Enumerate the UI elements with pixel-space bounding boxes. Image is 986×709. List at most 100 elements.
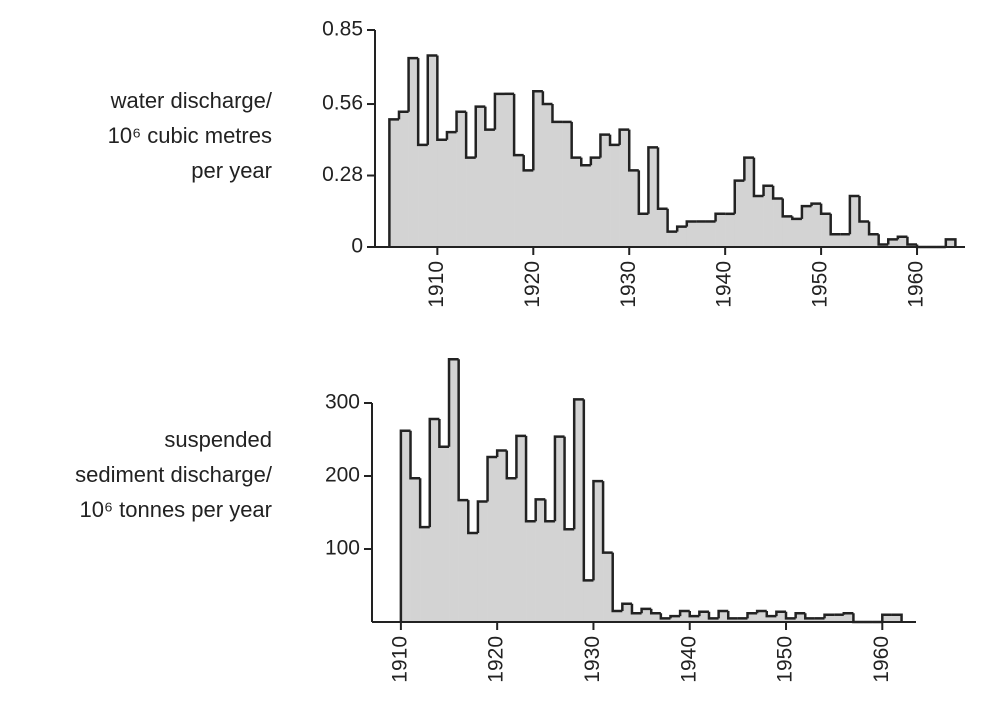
y-tick-label: 0.85 bbox=[322, 18, 363, 41]
y-tick-label: 100 bbox=[325, 537, 360, 560]
bar-outline bbox=[436, 55, 447, 142]
bar-outline bbox=[678, 609, 690, 617]
bar bbox=[466, 157, 477, 247]
bar bbox=[945, 239, 956, 247]
bar bbox=[622, 603, 633, 622]
bar bbox=[670, 616, 681, 622]
bar bbox=[497, 450, 508, 622]
bar-outline bbox=[647, 146, 659, 214]
bar bbox=[667, 231, 678, 247]
bar bbox=[660, 618, 671, 622]
bar bbox=[747, 613, 758, 622]
y-tick-label: 0.28 bbox=[322, 163, 363, 186]
bar-outline bbox=[685, 220, 697, 227]
x-tick-label: 1940 bbox=[677, 636, 700, 683]
bar-outline bbox=[407, 56, 419, 112]
y-axis-label: suspended bbox=[164, 427, 272, 452]
bar bbox=[603, 552, 614, 622]
bar bbox=[849, 195, 860, 247]
y-tick-label: 300 bbox=[325, 391, 360, 414]
bar bbox=[612, 611, 623, 622]
bar bbox=[677, 226, 688, 247]
x-tick-label: 1930 bbox=[581, 636, 604, 683]
bar bbox=[734, 180, 745, 247]
bar bbox=[638, 213, 649, 247]
bar bbox=[814, 618, 825, 622]
bar bbox=[458, 500, 469, 622]
bar-outline bbox=[640, 607, 652, 614]
bar-outline bbox=[524, 435, 536, 523]
bar-outline bbox=[656, 147, 668, 210]
bar bbox=[859, 221, 870, 247]
x-tick-label: 1920 bbox=[521, 261, 544, 308]
bar-outline bbox=[794, 611, 806, 619]
bar bbox=[446, 132, 457, 247]
bar bbox=[878, 244, 889, 247]
x-tick-label: 1910 bbox=[425, 261, 448, 308]
bar-outline bbox=[877, 234, 889, 246]
bar bbox=[766, 616, 777, 622]
bar bbox=[418, 144, 429, 247]
bar-outline bbox=[476, 500, 488, 533]
y-tick-label: 0 bbox=[351, 235, 363, 258]
bar bbox=[562, 121, 572, 247]
bar bbox=[408, 58, 419, 247]
x-tick-label: 1950 bbox=[774, 636, 797, 683]
bar bbox=[487, 457, 498, 622]
bar bbox=[757, 611, 768, 622]
bar-outline bbox=[534, 498, 546, 522]
bar bbox=[705, 221, 716, 247]
bar-outline bbox=[842, 611, 854, 615]
x-tick-label: 1930 bbox=[617, 261, 640, 308]
bar bbox=[753, 195, 764, 247]
bar bbox=[773, 198, 784, 247]
histogram bbox=[388, 54, 957, 249]
bar bbox=[475, 106, 486, 248]
bar-outline bbox=[726, 611, 738, 620]
bar-outline bbox=[493, 92, 505, 130]
bar-outline bbox=[784, 611, 796, 620]
bar-outline bbox=[467, 500, 478, 535]
bar bbox=[728, 618, 739, 622]
histogram bbox=[399, 357, 903, 624]
bar-outline bbox=[733, 179, 745, 214]
y-axis-label: per year bbox=[191, 158, 272, 183]
bar-outline bbox=[848, 194, 860, 235]
x-tick-label: 1940 bbox=[713, 261, 736, 308]
bar-outline bbox=[906, 236, 918, 246]
bar bbox=[535, 499, 546, 622]
bar bbox=[574, 399, 585, 622]
bar-outline bbox=[649, 608, 661, 615]
y-axis-label: water discharge/ bbox=[110, 88, 273, 113]
bar-outline bbox=[599, 133, 611, 158]
bar-outline bbox=[388, 118, 399, 247]
bar bbox=[824, 614, 835, 622]
bar bbox=[504, 93, 515, 247]
bar-outline bbox=[743, 156, 754, 181]
bar-outline bbox=[580, 157, 591, 167]
bar bbox=[658, 208, 668, 247]
bar-outline bbox=[630, 603, 642, 615]
bar bbox=[437, 139, 448, 247]
bar-outline bbox=[627, 129, 639, 172]
bar-outline bbox=[611, 552, 623, 613]
bar-outline bbox=[896, 235, 908, 240]
bar-outline bbox=[570, 121, 582, 159]
bar bbox=[389, 119, 400, 247]
bar bbox=[456, 111, 467, 247]
x-tick-label: 1950 bbox=[809, 261, 832, 308]
y-axis-label: sediment discharge/ bbox=[75, 462, 273, 487]
bar-outline bbox=[852, 613, 864, 624]
bar-outline bbox=[428, 417, 440, 528]
bar-outline bbox=[714, 212, 726, 222]
bar bbox=[554, 436, 565, 622]
bar bbox=[516, 435, 527, 622]
bar bbox=[533, 91, 544, 247]
bar bbox=[725, 213, 736, 247]
bar-outline bbox=[621, 602, 632, 612]
bar-outline bbox=[688, 611, 700, 618]
bar bbox=[590, 157, 601, 247]
bar-outline bbox=[637, 170, 649, 216]
bar bbox=[494, 93, 505, 247]
